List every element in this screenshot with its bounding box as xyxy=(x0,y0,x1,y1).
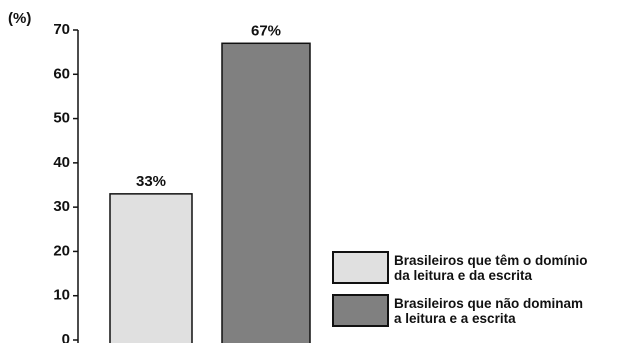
legend-swatch xyxy=(332,294,389,327)
y-tick-label: 50 xyxy=(53,110,70,127)
y-tick-label: 10 xyxy=(53,287,70,304)
y-axis-label: (%) xyxy=(8,10,31,27)
y-tick-label: 60 xyxy=(53,65,70,82)
value-label: 33% xyxy=(136,173,166,190)
value-label: 67% xyxy=(251,22,281,39)
y-tick-label: 20 xyxy=(53,242,70,259)
legend-swatch xyxy=(332,251,389,284)
y-tick-label: 0 xyxy=(62,331,70,343)
bar xyxy=(221,42,311,343)
y-tick-label: 70 xyxy=(53,21,70,38)
y-tick-label: 40 xyxy=(53,154,70,171)
legend-label: Brasileiros que têm o domínio da leitura… xyxy=(394,253,588,283)
legend-label: Brasileiros que não dominam a leitura e … xyxy=(394,296,584,326)
bar xyxy=(109,193,193,343)
y-tick-label: 30 xyxy=(53,198,70,215)
